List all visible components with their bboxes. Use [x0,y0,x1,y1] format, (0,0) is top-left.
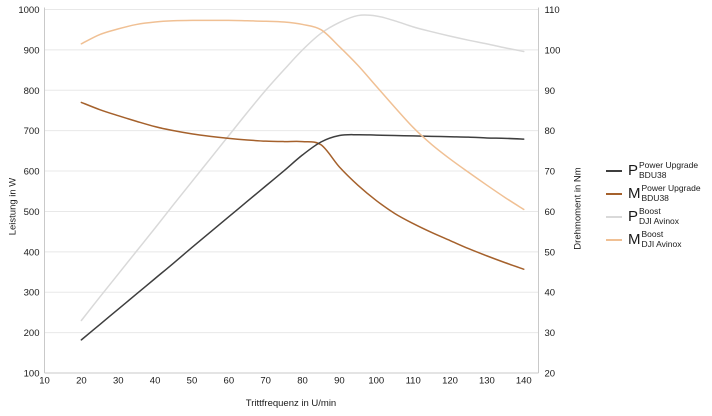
legend-label: Power Upgrade BDU38 [641,183,701,203]
legend-label: Boost DJI Avinox [639,206,680,226]
y-right-axis-title: Drehmoment in Nm [572,167,584,250]
y-left-axis-title: Leistung in W [7,177,19,236]
y-left-tick-label: 500 [24,207,40,218]
x-tick-label: 50 [187,376,198,387]
x-tick-label: 10 [39,376,50,387]
legend-symbol: P [628,208,639,225]
y-right-tick-label: 50 [545,247,556,258]
series-line-p-boost-dji-avinox [80,14,525,322]
x-tick-label: 80 [297,376,308,387]
y-left-tick-label: 300 [24,288,40,299]
y-right-tick-label: 70 [545,167,556,178]
y-left-tick-label: 800 [24,86,40,97]
x-axis-title: Trittfrequenz in U/min [245,398,337,409]
legend-symbol: M [628,231,641,248]
legend: P Power Upgrade BDU38 M Power Upgrade BDU38 P B… [606,160,701,250]
legend-item-p-boost-dji-avinox[interactable]: P Boost DJI Avinox [606,206,701,227]
y-right-tick-label: 30 [545,328,556,339]
legend-line-swatch [606,238,622,241]
y-left-tick-label: 200 [24,328,40,339]
x-tick-label: 100 [368,376,384,387]
x-tick-label: 20 [76,376,87,387]
y-left-tick-label: 1000 [18,5,39,16]
series-line-m-boost-dji-avinox [80,19,525,211]
legend-label: Power Upgrade BDU38 [639,160,699,180]
y-right-tick-label: 90 [545,86,556,97]
x-tick-label: 120 [442,376,458,387]
y-left-tick-label: 700 [24,126,40,137]
legend-label-mode: Boost [639,206,661,217]
legend-symbol: M [628,185,641,202]
y-left-tick-label: 900 [24,45,40,56]
x-tick-label: 30 [113,376,124,387]
legend-label-motor: DJI Avinox [641,238,682,249]
legend-label-motor: BDU38 [639,169,667,180]
legend-label: Boost DJI Avinox [641,229,682,249]
legend-line-swatch [606,192,622,195]
legend-line-swatch [606,169,622,172]
x-tick-label: 40 [150,376,161,387]
x-tick-label: 110 [406,376,421,387]
legend-line-swatch [606,215,622,218]
legend-label-motor: BDU38 [641,192,669,203]
legend-label-motor: DJI Avinox [639,215,680,226]
series-line-p-power-upgrade-bdu38 [80,133,525,341]
y-right-tick-label: 80 [545,126,556,137]
series-line-m-power-upgrade-bdu38 [80,101,525,270]
y-right-tick-label: 40 [545,288,556,299]
legend-label-mode: Power Upgrade [639,160,699,171]
x-tick-label: 90 [334,376,345,387]
x-tick-label: 70 [260,376,271,387]
y-left-tick-label: 600 [24,167,40,178]
y-right-tick-label: 60 [545,207,556,218]
legend-item-p-power-upgrade-bdu38[interactable]: P Power Upgrade BDU38 [606,160,701,181]
legend-item-m-power-upgrade-bdu38[interactable]: M Power Upgrade BDU38 [606,183,701,204]
y-right-tick-label: 20 [545,369,556,380]
y-right-tick-label: 100 [545,45,561,56]
x-tick-label: 60 [224,376,235,387]
legend-item-m-boost-dji-avinox[interactable]: M Boost DJI Avinox [606,229,701,250]
x-tick-label: 130 [479,376,495,387]
legend-symbol: P [628,162,639,179]
legend-label-mode: Boost [641,229,664,240]
y-right-tick-label: 110 [545,5,560,16]
legend-label-mode: Power Upgrade [641,183,701,194]
y-left-tick-label: 400 [24,247,40,258]
x-tick-label: 140 [516,376,532,387]
y-left-tick-label: 100 [24,369,40,380]
